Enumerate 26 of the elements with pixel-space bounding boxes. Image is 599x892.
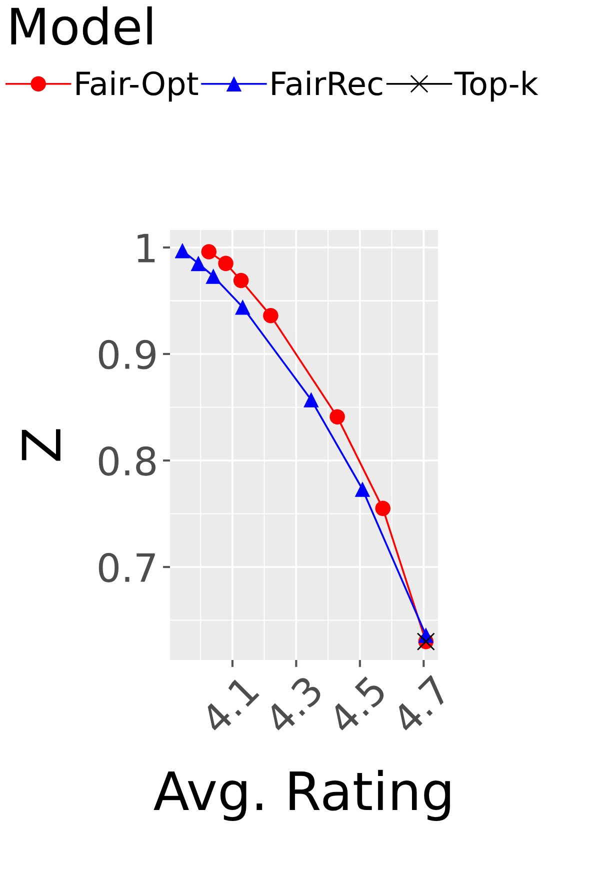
legend-label: FairRec xyxy=(272,70,382,96)
y-tick-label: 0.8 xyxy=(98,446,156,476)
x-axis-title: Avg. Rating xyxy=(154,770,450,822)
point xyxy=(206,268,221,284)
point xyxy=(174,243,190,258)
legend-label: Fair-Opt xyxy=(76,70,198,102)
point xyxy=(235,299,250,315)
point xyxy=(354,482,370,497)
legend-label: Top-k xyxy=(454,70,538,102)
point xyxy=(375,500,391,516)
point xyxy=(304,392,319,408)
y-axis-title: Z xyxy=(22,429,60,461)
x-tick-label: 4.7 xyxy=(390,675,451,736)
point xyxy=(190,256,206,272)
y-tick-label: 1 xyxy=(138,234,155,262)
y-tick-label: 0.7 xyxy=(98,552,155,582)
point xyxy=(233,272,249,288)
legend-title: Model xyxy=(11,6,152,46)
point xyxy=(218,256,234,272)
point xyxy=(201,244,217,260)
x-tick-label: 4.5 xyxy=(326,675,388,736)
x-tick-label: 4.3 xyxy=(262,674,324,736)
y-tick-label: 0.9 xyxy=(98,340,156,370)
x-tick-label: 4.1 xyxy=(199,675,260,736)
point xyxy=(330,409,345,424)
point xyxy=(263,308,278,324)
